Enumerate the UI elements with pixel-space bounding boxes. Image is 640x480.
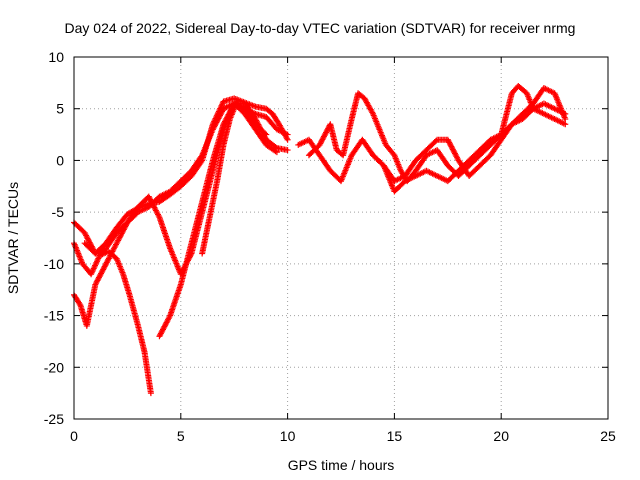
chart-title: Day 024 of 2022, Sidereal Day-to-day VTE… <box>64 20 576 36</box>
x-tick-label: 10 <box>280 428 296 444</box>
x-tick-label: 25 <box>600 428 616 444</box>
y-tick-label: -5 <box>52 204 65 220</box>
data-point <box>166 313 173 320</box>
x-tick-label: 15 <box>387 428 403 444</box>
y-axis-label: SDTVAR / TECUs <box>5 181 21 295</box>
y-tick-label: 0 <box>56 152 64 168</box>
data-point <box>273 149 280 156</box>
data-point <box>262 130 269 137</box>
data-point <box>263 131 270 138</box>
x-tick-label: 0 <box>70 428 78 444</box>
plot-frame <box>73 56 609 420</box>
x-tick-label: 5 <box>177 428 185 444</box>
data-point <box>562 121 569 128</box>
y-tick-label: -15 <box>44 308 64 324</box>
data-point <box>284 147 291 154</box>
y-tick-label: -20 <box>44 359 64 375</box>
data-point <box>284 131 291 138</box>
data-point <box>76 300 83 307</box>
x-tick-label: 20 <box>493 428 509 444</box>
y-tick-label: -25 <box>44 411 64 427</box>
data-point <box>284 136 291 143</box>
data-point <box>562 110 569 117</box>
y-tick-label: -10 <box>44 256 64 272</box>
x-axis-label: GPS time / hours <box>287 457 395 473</box>
data-point <box>562 116 569 123</box>
y-tick-label: 5 <box>56 101 64 117</box>
data-point <box>272 148 279 155</box>
data-point <box>155 212 162 219</box>
data-point <box>147 390 154 397</box>
data-point <box>432 137 439 144</box>
y-tick-label: 10 <box>48 49 64 65</box>
